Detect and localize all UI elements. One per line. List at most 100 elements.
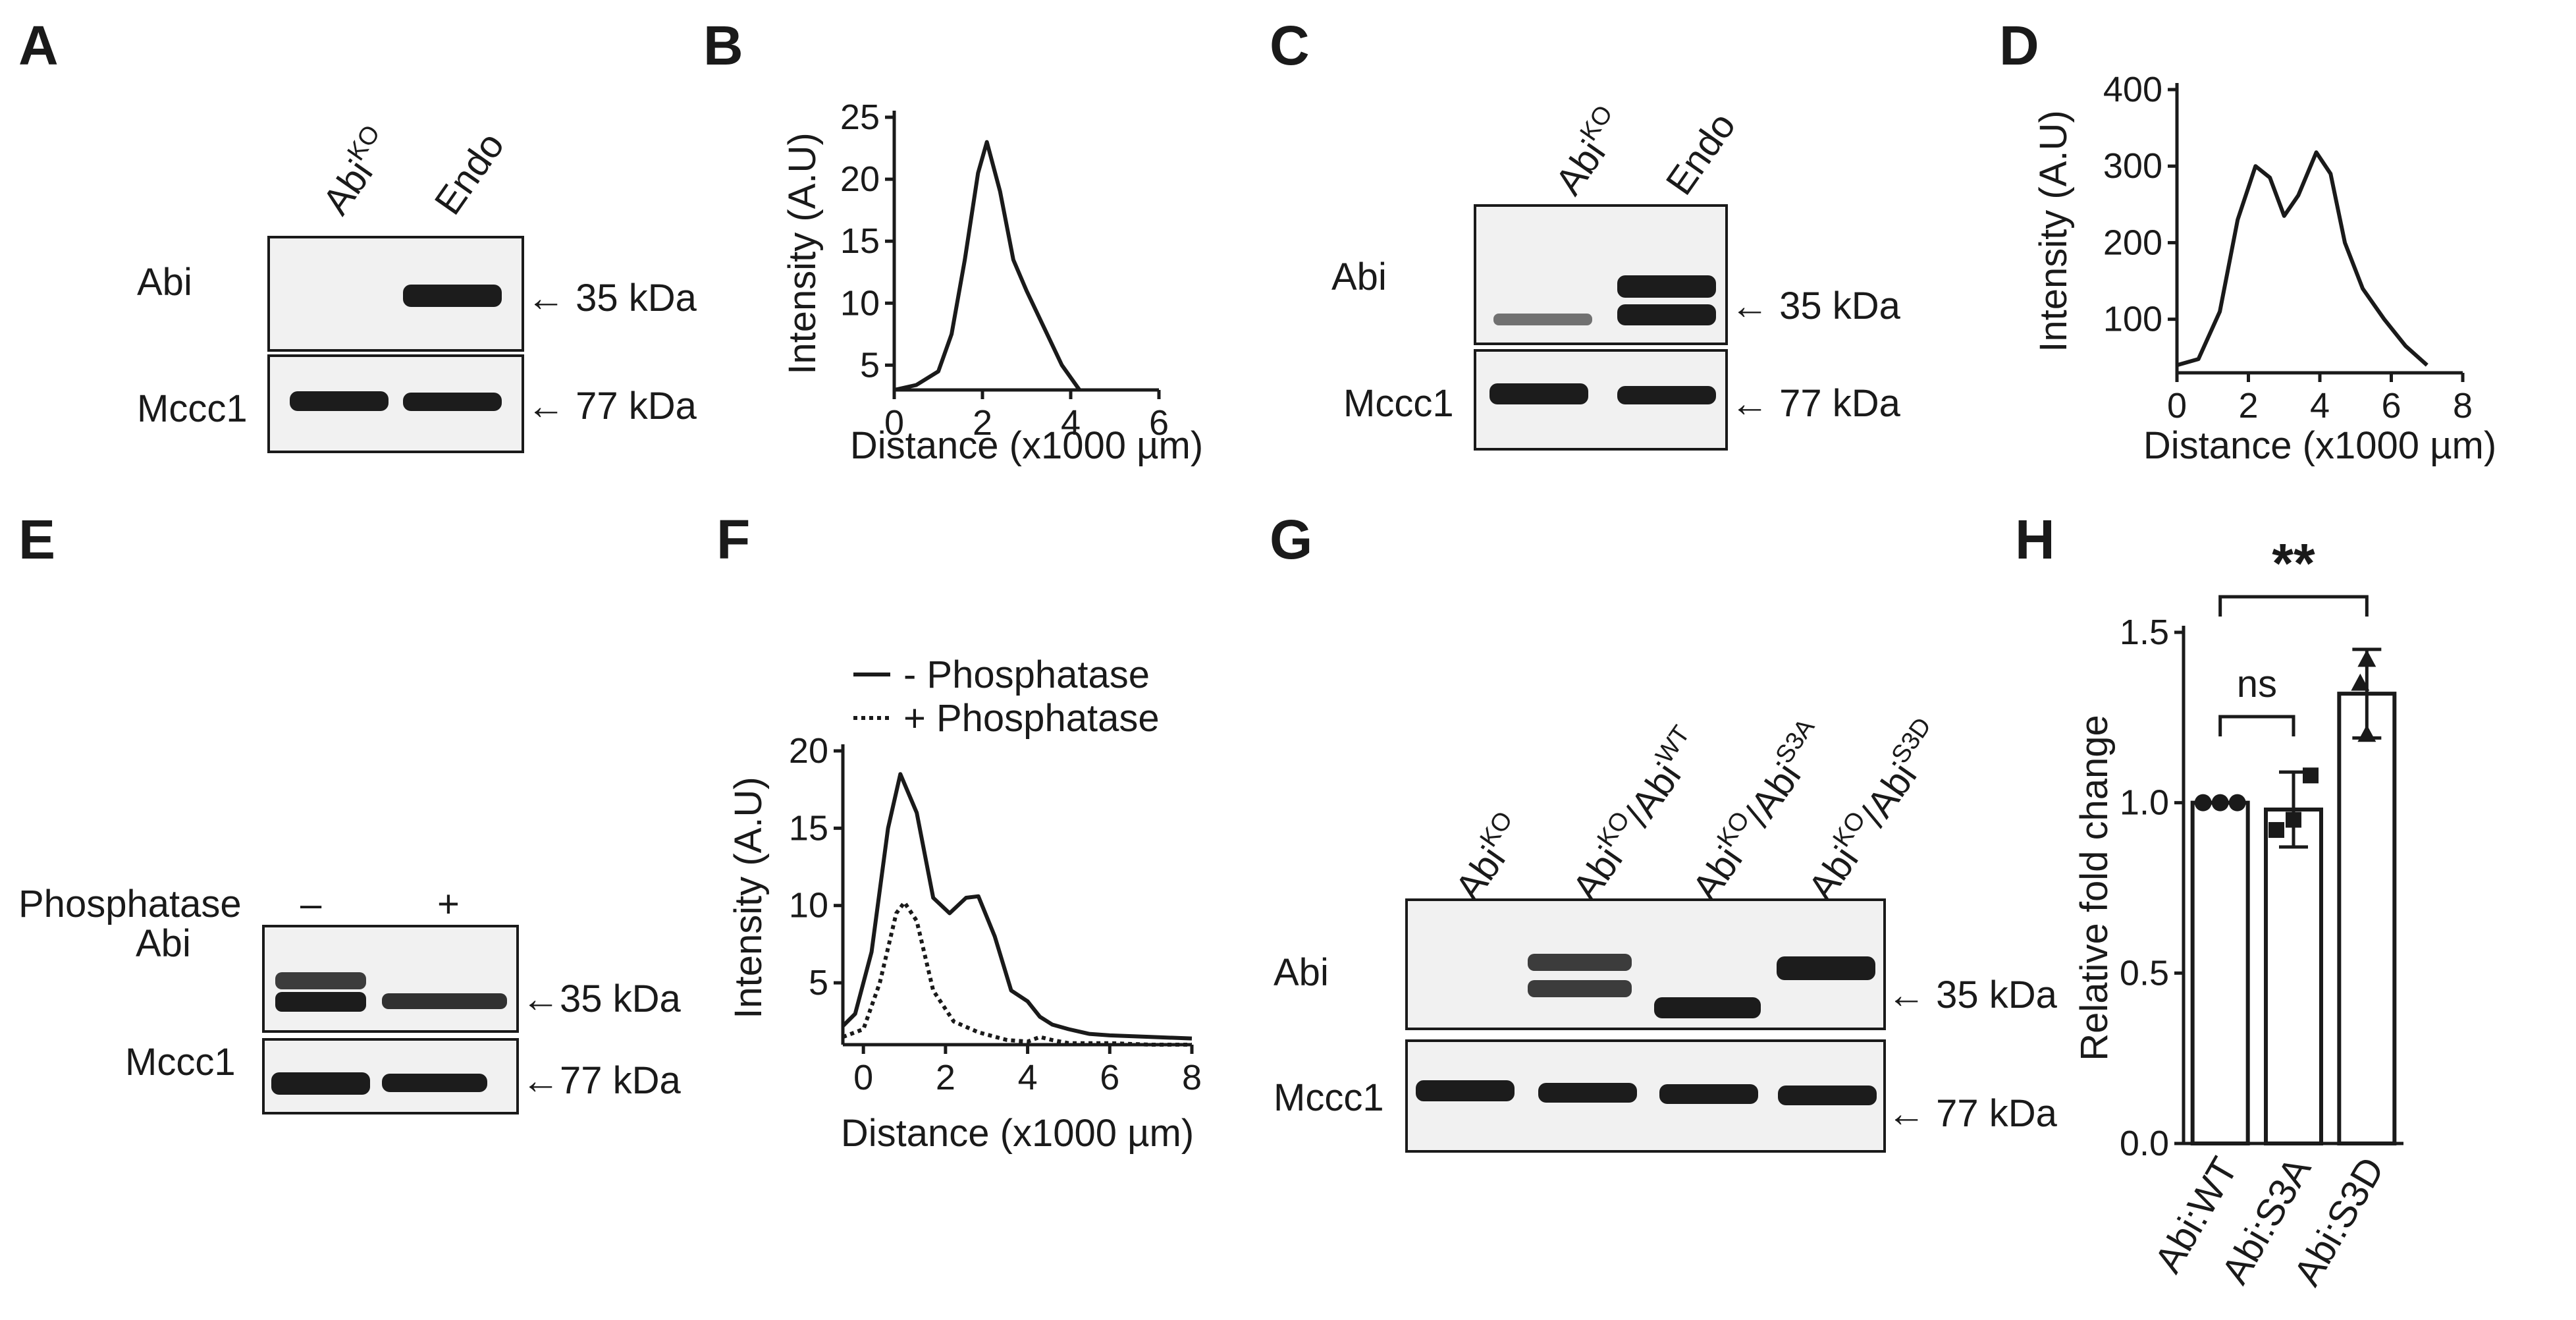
y-tick-label: 15 xyxy=(840,221,880,261)
y-axis-label: Intensity (A.U) xyxy=(727,777,770,1018)
band-minus-mccc1 xyxy=(271,1072,370,1095)
data-point xyxy=(2211,794,2229,811)
y-tick-label: 300 xyxy=(2103,146,2162,186)
row-label-abi: Abi xyxy=(136,922,191,965)
band-minus-abi-upper xyxy=(275,972,366,989)
y-tick-label: 400 xyxy=(2103,70,2162,109)
band-plus-mccc1 xyxy=(382,1074,487,1092)
panel-letter-g: G xyxy=(1270,509,1312,570)
x-tick-label: 0 xyxy=(853,1058,873,1097)
series-line-solid xyxy=(894,140,1081,392)
panel-c: C AbiKO Endo Abi Mccc1 ← 35 kDa ← 77 kDa xyxy=(1270,14,1901,451)
x-axis-label: Distance (x1000 µm) xyxy=(2143,424,2496,467)
bar xyxy=(2337,692,2397,1145)
panel-letter-f: F xyxy=(716,509,750,570)
lane-label-endo: Endo xyxy=(426,124,512,222)
data-point xyxy=(2228,794,2246,811)
x-tick-label: 2 xyxy=(973,403,992,443)
y-axis-label: Intensity (A.U) xyxy=(781,132,824,374)
panel-letter-d: D xyxy=(1999,14,2039,76)
marker-abi: ← 35 kDa xyxy=(1887,974,2058,1016)
marker-abi: ←35 kDa xyxy=(522,977,682,1020)
band-endo-mccc1 xyxy=(1617,386,1716,404)
y-axis-label: Relative fold change xyxy=(2073,715,2116,1061)
panel-a: A AbiKO Endo Abi Mccc1 ← 35 kDa ← 77 kDa xyxy=(18,14,697,453)
data-point xyxy=(2351,673,2370,691)
x-tick-label: 2 xyxy=(936,1058,955,1097)
band-endo-mccc1 xyxy=(403,393,502,411)
bar xyxy=(2190,800,2250,1145)
data-point xyxy=(2357,649,2376,667)
panel-f-chart: F 5 10 15 20 0 2 4 6 8 Distance (x1000 µm) Intensi… xyxy=(716,509,1202,1155)
marker-mccc1: ← 77 kDa xyxy=(527,385,697,427)
x-tick-label: 6 xyxy=(2381,386,2401,426)
x-axis-label: Distance (x1000 µm) xyxy=(850,424,1203,467)
row-label-mccc1: Mccc1 xyxy=(1274,1076,1384,1119)
y-tick-label: 20 xyxy=(789,731,828,771)
data-point xyxy=(2357,725,2376,742)
significance-bracket xyxy=(2218,715,2295,736)
lane-label-minus: – xyxy=(300,883,322,925)
band-abiko-mccc1 xyxy=(1489,383,1588,404)
x-tick-label: 2 xyxy=(2238,386,2258,426)
y-tick-label: 100 xyxy=(2103,300,2162,339)
panel-g: G AbiKO AbiKO/AbiWT AbiKO/AbiS3A AbiKO/A… xyxy=(1270,509,2058,1153)
panel-letter-e: E xyxy=(18,509,55,570)
y-tick-label: 1.0 xyxy=(2120,783,2169,823)
y-tick-label: 1.5 xyxy=(2120,613,2169,652)
band-minus-abi-lower xyxy=(275,992,366,1012)
y-tick-label: 5 xyxy=(809,963,828,1003)
y-axis-label: Intensity (A.U) xyxy=(2032,110,2075,352)
band-s3a-mccc1 xyxy=(1659,1084,1758,1104)
panel-letter-c: C xyxy=(1270,14,1310,76)
x-tick-label: 4 xyxy=(1018,1058,1038,1097)
panel-letter-b: B xyxy=(703,14,743,76)
legend-entry: + Phosphatase xyxy=(903,697,1160,740)
lane-label-abiko: AbiKO xyxy=(1443,807,1535,909)
y-tick-label: 25 xyxy=(840,97,880,137)
band-s3d-abi xyxy=(1777,956,1875,980)
x-tick-label: 4 xyxy=(1061,403,1081,443)
y-tick-label: 200 xyxy=(2103,223,2162,262)
y-tick-label: 15 xyxy=(789,808,828,848)
marker-mccc1: ←77 kDa xyxy=(522,1059,682,1102)
band-s3a-abi xyxy=(1654,997,1761,1018)
legend-entry: - Phosphatase xyxy=(903,653,1150,696)
treatment-label: Phosphatase xyxy=(18,883,242,925)
bar xyxy=(2264,808,2323,1145)
row-label-abi: Abi xyxy=(1274,951,1329,994)
x-tick-label: 6 xyxy=(1149,403,1169,443)
lane-label-abiko-abis3d: AbiKO/AbiS3D xyxy=(1796,713,1953,908)
x-axis-label: Distance (x1000 µm) xyxy=(841,1112,1194,1155)
x-tick-label: 0 xyxy=(884,403,904,443)
y-tick-label: 20 xyxy=(840,159,880,199)
series-line-dotted xyxy=(842,900,1192,1047)
significance-label: ns xyxy=(2237,663,2277,705)
band-endo-abi-lower xyxy=(1617,304,1716,325)
band-s3d-mccc1 xyxy=(1778,1086,1877,1105)
band-wt-abi-upper xyxy=(1528,954,1632,971)
data-point xyxy=(2268,822,2284,839)
row-label-mccc1: Mccc1 xyxy=(137,387,248,430)
row-label-abi: Abi xyxy=(137,261,192,304)
y-tick-label: 5 xyxy=(860,345,880,385)
x-tick-label: 0 xyxy=(2167,386,2187,426)
row-label-mccc1: Mccc1 xyxy=(1343,382,1454,425)
marker-mccc1: ← 77 kDa xyxy=(1731,382,1901,425)
y-tick-label: 0.5 xyxy=(2120,953,2169,993)
band-endo-abi-upper xyxy=(1617,275,1716,298)
data-point xyxy=(2303,767,2319,784)
series-line-solid xyxy=(2176,150,2428,368)
lane-label-abiko: AbiKO xyxy=(1543,101,1635,203)
band-abiko-abi xyxy=(1493,314,1592,325)
x-tick-label: 8 xyxy=(2453,386,2473,426)
x-tick-label: 6 xyxy=(1100,1058,1119,1097)
significance-bracket xyxy=(2218,595,2369,617)
x-tick-label: 4 xyxy=(2310,386,2330,426)
band-abiko-mccc1 xyxy=(290,391,389,411)
y-tick-label: 10 xyxy=(840,283,880,323)
y-tick-label: 10 xyxy=(789,886,828,925)
